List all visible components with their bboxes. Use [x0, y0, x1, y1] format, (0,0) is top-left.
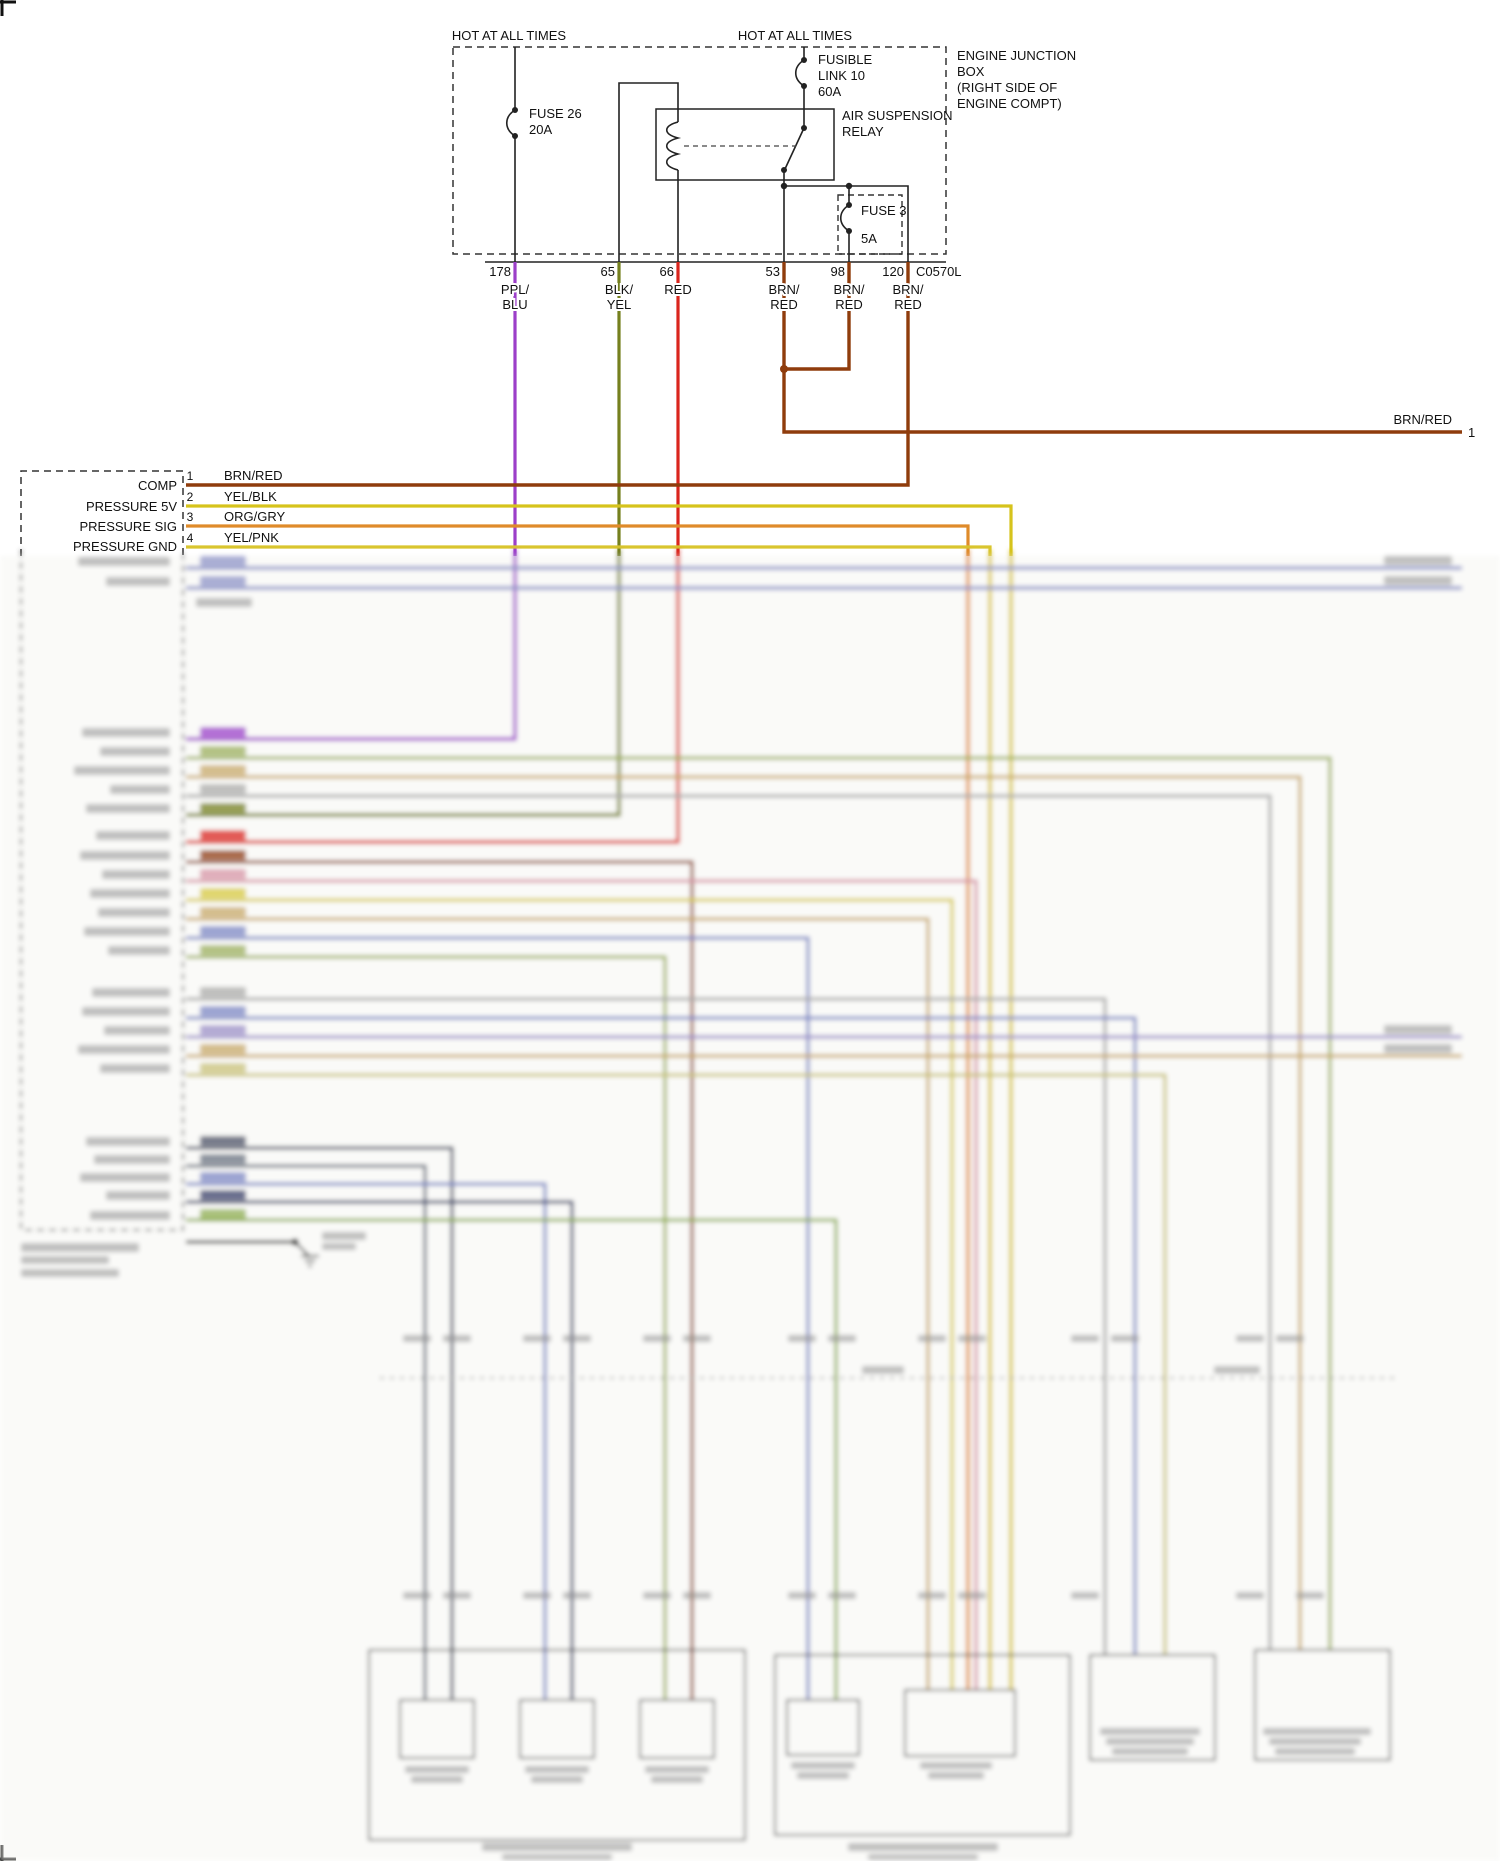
- svg-text:60A: 60A: [818, 84, 841, 99]
- blurred-region: [0, 550, 1500, 1861]
- module-upper-rows: [186, 566, 1462, 590]
- fuse-3-label: FUSE 3 5A: [861, 203, 907, 246]
- right-branch-pin-label: 1: [1468, 425, 1475, 440]
- module-box-outline-top: [20, 470, 184, 556]
- module-box-outline-bottom: [20, 550, 184, 1231]
- svg-text:2: 2: [187, 490, 194, 504]
- svg-text:YEL/BLK: YEL/BLK: [224, 489, 277, 504]
- svg-text:66: 66: [660, 264, 674, 279]
- svg-text:BLK/: BLK/: [605, 282, 634, 297]
- module-caption-greeked: [21, 1243, 139, 1277]
- greeked-wire-tags: [200, 556, 246, 1219]
- svg-text:FUSE 3: FUSE 3: [861, 203, 907, 218]
- svg-text:FUSIBLE: FUSIBLE: [818, 52, 873, 67]
- wire-yel-blk-row: [186, 504, 1013, 556]
- relay-coil: [618, 82, 682, 262]
- wire-ppl-blu-cont: [186, 550, 517, 741]
- svg-text:20A: 20A: [529, 122, 552, 137]
- relay-label: AIR SUSPENSION RELAY: [842, 108, 953, 139]
- svg-text:5A: 5A: [861, 231, 877, 246]
- svg-text:RELAY: RELAY: [842, 124, 884, 139]
- fuse-26-label: FUSE 26 20A: [529, 106, 582, 137]
- module-row-pressuregnd-label: PRESSURE GND: [73, 539, 177, 554]
- svg-text:ENGINE JUNCTION: ENGINE JUNCTION: [957, 48, 1076, 63]
- wire-yel-pnk-row: [186, 545, 992, 556]
- svg-text:BRN/RED: BRN/RED: [224, 468, 283, 483]
- svg-text:BRN/: BRN/: [768, 282, 799, 297]
- wire-blk-yel-cont: [186, 550, 621, 817]
- greeked-left-labels: [74, 557, 366, 1250]
- fuse-26-symbol: [505, 47, 518, 262]
- connector-wire-color-labels: PPL/ BLU BLK/ YEL RED BRN/ RED BRN/ RED …: [499, 280, 926, 314]
- module-pin-rows: COMP PRESSURE 5V PRESSURE SIG PRESSURE G…: [73, 468, 286, 554]
- fuse-3-outline: [837, 194, 903, 255]
- svg-text:BRN/: BRN/: [833, 282, 864, 297]
- svg-text:65: 65: [601, 264, 615, 279]
- wire-brn-red-pin120: [186, 262, 910, 487]
- connector-pin-numbers: 178 65 66 53 98 120 C0570L: [489, 264, 961, 279]
- svg-text:PPL/: PPL/: [501, 282, 530, 297]
- svg-text:(RIGHT SIDE OF: (RIGHT SIDE OF: [957, 80, 1057, 95]
- fusible-link-10-label: FUSIBLE LINK 10 60A: [818, 52, 873, 99]
- brn-red-junction-dot: [780, 365, 788, 373]
- svg-text:BRN/: BRN/: [892, 282, 923, 297]
- svg-text:YEL/PNK: YEL/PNK: [224, 530, 279, 545]
- hot-at-all-times-left-label: HOT AT ALL TIMES: [452, 28, 566, 43]
- relay-box: [655, 108, 835, 181]
- svg-text:98: 98: [831, 264, 845, 279]
- right-branch-wire-label: BRN/RED: [1393, 412, 1452, 427]
- svg-text:3: 3: [187, 510, 194, 524]
- sharp-section: HOT AT ALL TIMES HOT AT ALL TIMES ENGINE…: [20, 28, 1475, 556]
- svg-text:120: 120: [882, 264, 904, 279]
- connector-id-label: C0570L: [916, 264, 962, 279]
- wire-brn-red-pin53: [782, 262, 1462, 434]
- right-branch-brn-red: BRN/RED 1: [1393, 412, 1475, 440]
- svg-text:1: 1: [187, 469, 194, 483]
- svg-text:4: 4: [187, 531, 194, 545]
- wire-brn-red-pin98: [784, 262, 851, 371]
- ground-symbol: [291, 1238, 319, 1267]
- svg-text:YEL: YEL: [607, 297, 632, 312]
- wire-org-gry-row: [186, 524, 970, 556]
- svg-text:RED: RED: [894, 297, 921, 312]
- inline-connector-greeked-labels: [403, 1335, 1324, 1599]
- svg-text:BLU: BLU: [502, 297, 527, 312]
- svg-text:BOX: BOX: [957, 64, 985, 79]
- svg-text:178: 178: [489, 264, 511, 279]
- svg-text:FUSE 26: FUSE 26: [529, 106, 582, 121]
- svg-text:RED: RED: [770, 297, 797, 312]
- svg-text:LINK 10: LINK 10: [818, 68, 865, 83]
- wire-red-cont: [186, 550, 680, 844]
- bottom-component-boxes: [368, 1649, 1391, 1841]
- greeked-right-labels: [1384, 556, 1452, 1053]
- engine-junction-box-outline: [452, 46, 947, 255]
- svg-text:RED: RED: [664, 282, 691, 297]
- svg-text:ORG/GRY: ORG/GRY: [224, 509, 285, 524]
- fusible-link-10-symbol: [794, 47, 807, 128]
- hot-at-all-times-right-label: HOT AT ALL TIMES: [738, 28, 852, 43]
- fuse-3-symbol: [839, 186, 852, 262]
- module-wire-rows: [186, 756, 1462, 1700]
- bottom-component-greeked-labels: [405, 1728, 1371, 1860]
- svg-text:AIR SUSPENSION: AIR SUSPENSION: [842, 108, 953, 123]
- svg-text:53: 53: [766, 264, 780, 279]
- svg-text:RED: RED: [835, 297, 862, 312]
- module-row-comp-label: COMP: [138, 478, 177, 493]
- svg-text:ENGINE COMPT): ENGINE COMPT): [957, 96, 1062, 111]
- engine-junction-box-title: ENGINE JUNCTION BOX (RIGHT SIDE OF ENGIN…: [957, 48, 1076, 111]
- module-row-pressuresig-label: PRESSURE SIG: [79, 519, 177, 534]
- module-row-pressure5v-label: PRESSURE 5V: [86, 499, 177, 514]
